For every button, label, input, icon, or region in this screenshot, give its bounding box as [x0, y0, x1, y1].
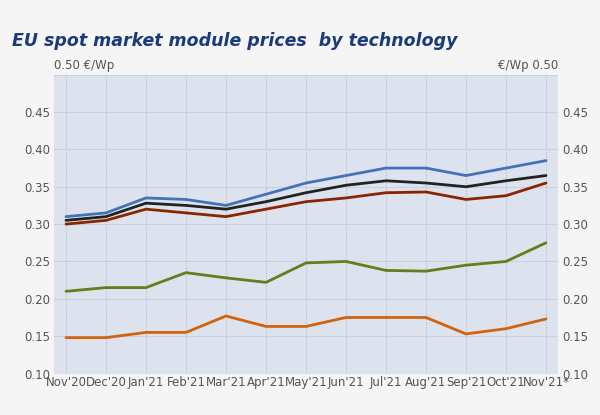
Text: 0.50 €/Wp: 0.50 €/Wp: [54, 59, 114, 72]
Text: EU spot market module prices  by technology: EU spot market module prices by technolo…: [12, 32, 458, 50]
Text: €/Wp 0.50: €/Wp 0.50: [498, 59, 558, 72]
